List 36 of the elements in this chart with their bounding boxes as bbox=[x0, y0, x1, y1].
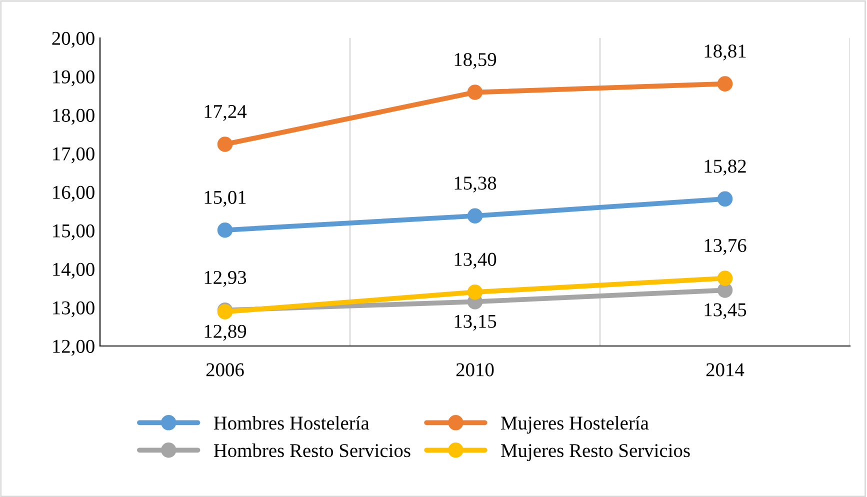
point bbox=[467, 208, 483, 224]
x-tick-label: 2010 bbox=[456, 363, 494, 376]
y-tick-label: 13,00 bbox=[53, 301, 94, 318]
point bbox=[717, 270, 733, 286]
legend-label: Hombres Hostelería bbox=[214, 416, 370, 430]
point bbox=[467, 84, 483, 100]
y-tick-label: 18,00 bbox=[53, 108, 94, 125]
point bbox=[217, 136, 233, 152]
point bbox=[717, 76, 733, 92]
data-label: 15,01 bbox=[204, 190, 246, 207]
y-tick-label: 12,00 bbox=[53, 340, 94, 356]
point bbox=[467, 284, 483, 300]
legend-label: Hombres Resto Servicios bbox=[214, 443, 410, 458]
y-tick-label: 20,00 bbox=[52, 32, 94, 48]
point bbox=[717, 191, 733, 207]
data-label: 12,89 bbox=[204, 324, 246, 341]
y-tick-label: 19,00 bbox=[53, 70, 94, 86]
data-label: 15,38 bbox=[454, 176, 496, 192]
data-label: 17,24 bbox=[204, 105, 247, 121]
data-label: 13,45 bbox=[704, 303, 746, 320]
x-tick-label: 2006 bbox=[206, 363, 244, 376]
data-label: 18,81 bbox=[704, 44, 746, 60]
data-label: 18,59 bbox=[454, 52, 496, 69]
data-label: 15,82 bbox=[704, 160, 746, 176]
y-tick-label: 14,00 bbox=[53, 262, 94, 279]
data-label: 13,76 bbox=[704, 239, 746, 255]
y-tick-label: 15,00 bbox=[53, 224, 94, 240]
legend-label: Mujeres Resto Servicios bbox=[501, 444, 690, 462]
legend-label: Mujeres Hostelería bbox=[501, 416, 649, 434]
x-tick-label: 2014 bbox=[706, 363, 744, 376]
data-label: 13,15 bbox=[454, 314, 496, 331]
data-label: 12,93 bbox=[204, 270, 246, 287]
data-label: 13,40 bbox=[454, 252, 496, 269]
point bbox=[217, 222, 233, 238]
y-tick-label: 16,00 bbox=[53, 186, 94, 202]
y-tick-label: 17,00 bbox=[53, 147, 94, 164]
